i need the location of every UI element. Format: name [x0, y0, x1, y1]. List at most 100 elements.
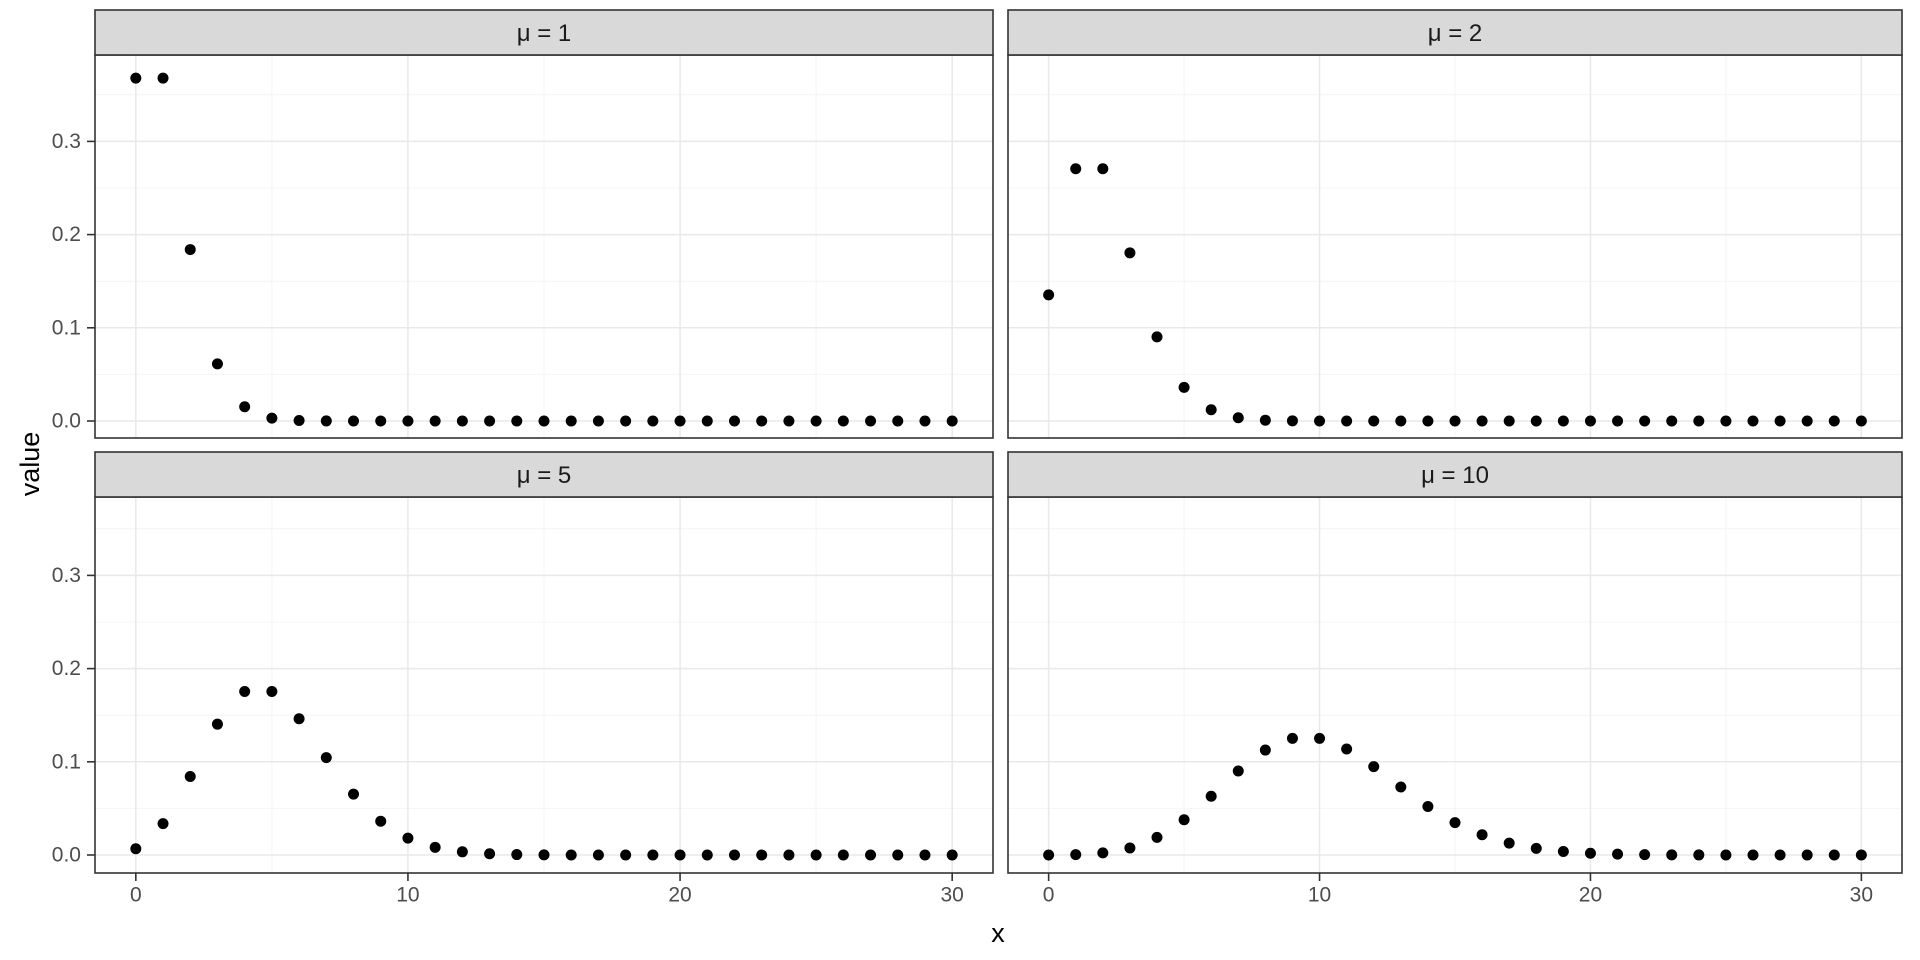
data-point [320, 752, 332, 764]
data-point [266, 685, 278, 697]
data-point [511, 415, 523, 427]
data-point [946, 415, 958, 427]
data-point [211, 358, 223, 370]
facet-panel: μ = 2 [1007, 9, 1903, 439]
data-point [1530, 415, 1542, 427]
data-point [1070, 163, 1082, 175]
data-point [1720, 415, 1732, 427]
data-point [620, 849, 632, 861]
x-tick-label: 20 [668, 884, 691, 907]
data-point [1124, 247, 1136, 259]
data-point [565, 849, 577, 861]
data-point [620, 415, 632, 427]
y-tick-label: 0.1 [52, 316, 81, 339]
data-point [266, 412, 278, 424]
data-point [1693, 849, 1705, 861]
data-point [1612, 415, 1624, 427]
data-point [348, 788, 360, 800]
data-point [674, 849, 686, 861]
data-point [1584, 415, 1596, 427]
y-tick-label: 0.2 [52, 223, 81, 246]
data-point [1259, 744, 1271, 756]
data-point [674, 415, 686, 427]
data-point [1259, 414, 1271, 426]
x-tick-label: 0 [130, 884, 142, 907]
facet-strip-label: μ = 1 [517, 20, 572, 47]
data-point [1205, 404, 1217, 416]
data-point [130, 72, 142, 84]
data-point [1178, 814, 1190, 826]
facet-strip-label: μ = 10 [1421, 462, 1489, 489]
data-point [919, 415, 931, 427]
data-point [1043, 849, 1055, 861]
data-point [1097, 847, 1109, 859]
data-point [1639, 849, 1651, 861]
data-point [538, 849, 550, 861]
data-point [1449, 415, 1461, 427]
data-point [701, 415, 713, 427]
x-tick-label: 10 [1308, 884, 1331, 907]
data-point [239, 685, 251, 697]
data-point [1557, 415, 1569, 427]
data-point [1178, 381, 1190, 393]
data-point [1720, 849, 1732, 861]
data-point [1205, 790, 1217, 802]
data-point [837, 415, 849, 427]
data-point [1476, 415, 1488, 427]
data-point [865, 849, 877, 861]
data-point [1801, 415, 1813, 427]
data-point [1747, 415, 1759, 427]
facet-panel: μ = 1 [94, 9, 994, 439]
data-point [1801, 849, 1813, 861]
data-point [837, 849, 849, 861]
data-point [1395, 415, 1407, 427]
data-point [1693, 415, 1705, 427]
data-point [728, 415, 740, 427]
data-point [184, 771, 196, 783]
data-point [429, 841, 441, 853]
data-point [293, 713, 305, 725]
data-point [1476, 829, 1488, 841]
y-tick-label: 0.0 [52, 410, 81, 433]
facet-strip-label: μ = 5 [517, 462, 572, 489]
data-point [756, 415, 768, 427]
facet-strip [94, 451, 994, 498]
data-point [783, 415, 795, 427]
data-point [1666, 415, 1678, 427]
data-point [130, 843, 142, 855]
data-point [1124, 842, 1136, 854]
data-point [756, 849, 768, 861]
data-point [184, 244, 196, 256]
data-point [484, 848, 496, 860]
facet-strip-label: μ = 2 [1428, 20, 1483, 47]
data-point [1855, 415, 1867, 427]
y-tick-label: 0.3 [52, 564, 81, 587]
data-point [375, 415, 387, 427]
facet-strip [1007, 451, 1903, 498]
data-point [1503, 415, 1515, 427]
data-point [1097, 163, 1109, 175]
data-point [946, 849, 958, 861]
data-point [375, 815, 387, 827]
data-point [484, 415, 496, 427]
data-point [239, 401, 251, 413]
data-point [865, 415, 877, 427]
data-point [293, 415, 305, 427]
data-point [429, 415, 441, 427]
facet-panel: μ = 10 [1007, 451, 1903, 874]
data-point [565, 415, 577, 427]
data-point [456, 846, 468, 858]
data-point [1530, 842, 1542, 854]
data-point [1828, 415, 1840, 427]
data-point [1666, 849, 1678, 861]
data-point [1774, 849, 1786, 861]
data-point [402, 832, 414, 844]
data-point [1612, 848, 1624, 860]
data-point [892, 849, 904, 861]
data-point [701, 849, 713, 861]
data-point [1395, 781, 1407, 793]
x-tick-label: 30 [1850, 884, 1873, 907]
y-tick-label: 0.0 [52, 844, 81, 867]
data-point [1341, 415, 1353, 427]
data-point [456, 415, 468, 427]
